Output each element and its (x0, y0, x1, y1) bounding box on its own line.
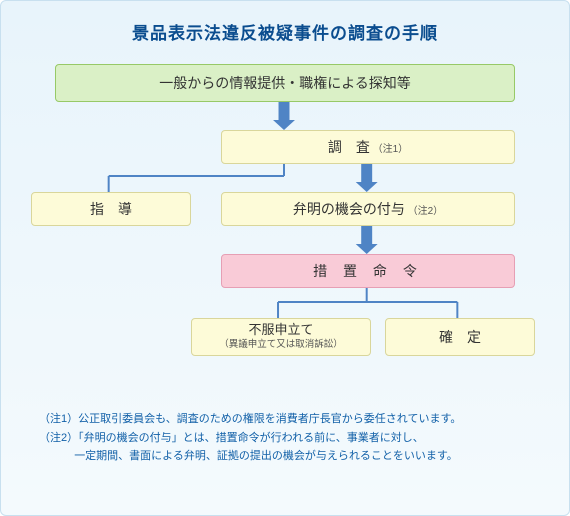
box-annot: （注1） (370, 144, 408, 155)
note-2a: （注2）「弁明の機会の付与」とは、措置命令が行われる前に、事業者に対し、 (39, 429, 531, 448)
box-b1: 一般からの情報提供・職権による探知等 (55, 64, 515, 102)
box-label: 指 導 (90, 201, 132, 217)
box-b3: 指 導 (31, 192, 191, 226)
note-1: （注1）公正取引委員会も、調査のための権限を消費者庁長官から委任されています。 (39, 410, 531, 429)
box-annot: （注2） (405, 206, 443, 217)
diagram-container: 景品表示法違反被疑事件の調査の手順 一般からの情報提供・職権による探知等調 査 … (0, 0, 570, 516)
box-b4: 弁明の機会の付与 （注2） (221, 192, 515, 226)
box-label: 一般からの情報提供・職権による探知等 (159, 75, 411, 91)
box-label: 確 定 (439, 329, 481, 345)
box-label: 弁明の機会の付与 (293, 201, 405, 217)
box-label: 不服申立て (248, 322, 313, 337)
box-label: 措 置 命 令 (313, 263, 423, 279)
footnotes: （注1）公正取引委員会も、調査のための権限を消費者庁長官から委任されています。 … (21, 410, 549, 466)
box-b7: 確 定 (385, 318, 535, 356)
box-b5: 措 置 命 令 (221, 254, 515, 288)
box-label: 調 査 (328, 139, 370, 155)
flow-canvas: 一般からの情報提供・職権による探知等調 査 （注1） 指 導 弁明の機会の付与 （注… (21, 64, 549, 394)
diagram-title: 景品表示法違反被疑事件の調査の手順 (21, 19, 549, 44)
box-sub: （異議申立て又は取消訴訟） (219, 339, 343, 351)
box-b6: 不服申立て （異議申立て又は取消訴訟） (191, 318, 371, 356)
box-b2: 調 査 （注1） (221, 130, 515, 164)
note-2b: 一定期間、書面による弁明、証拠の提出の機会が与えられることをいいます。 (39, 447, 531, 466)
